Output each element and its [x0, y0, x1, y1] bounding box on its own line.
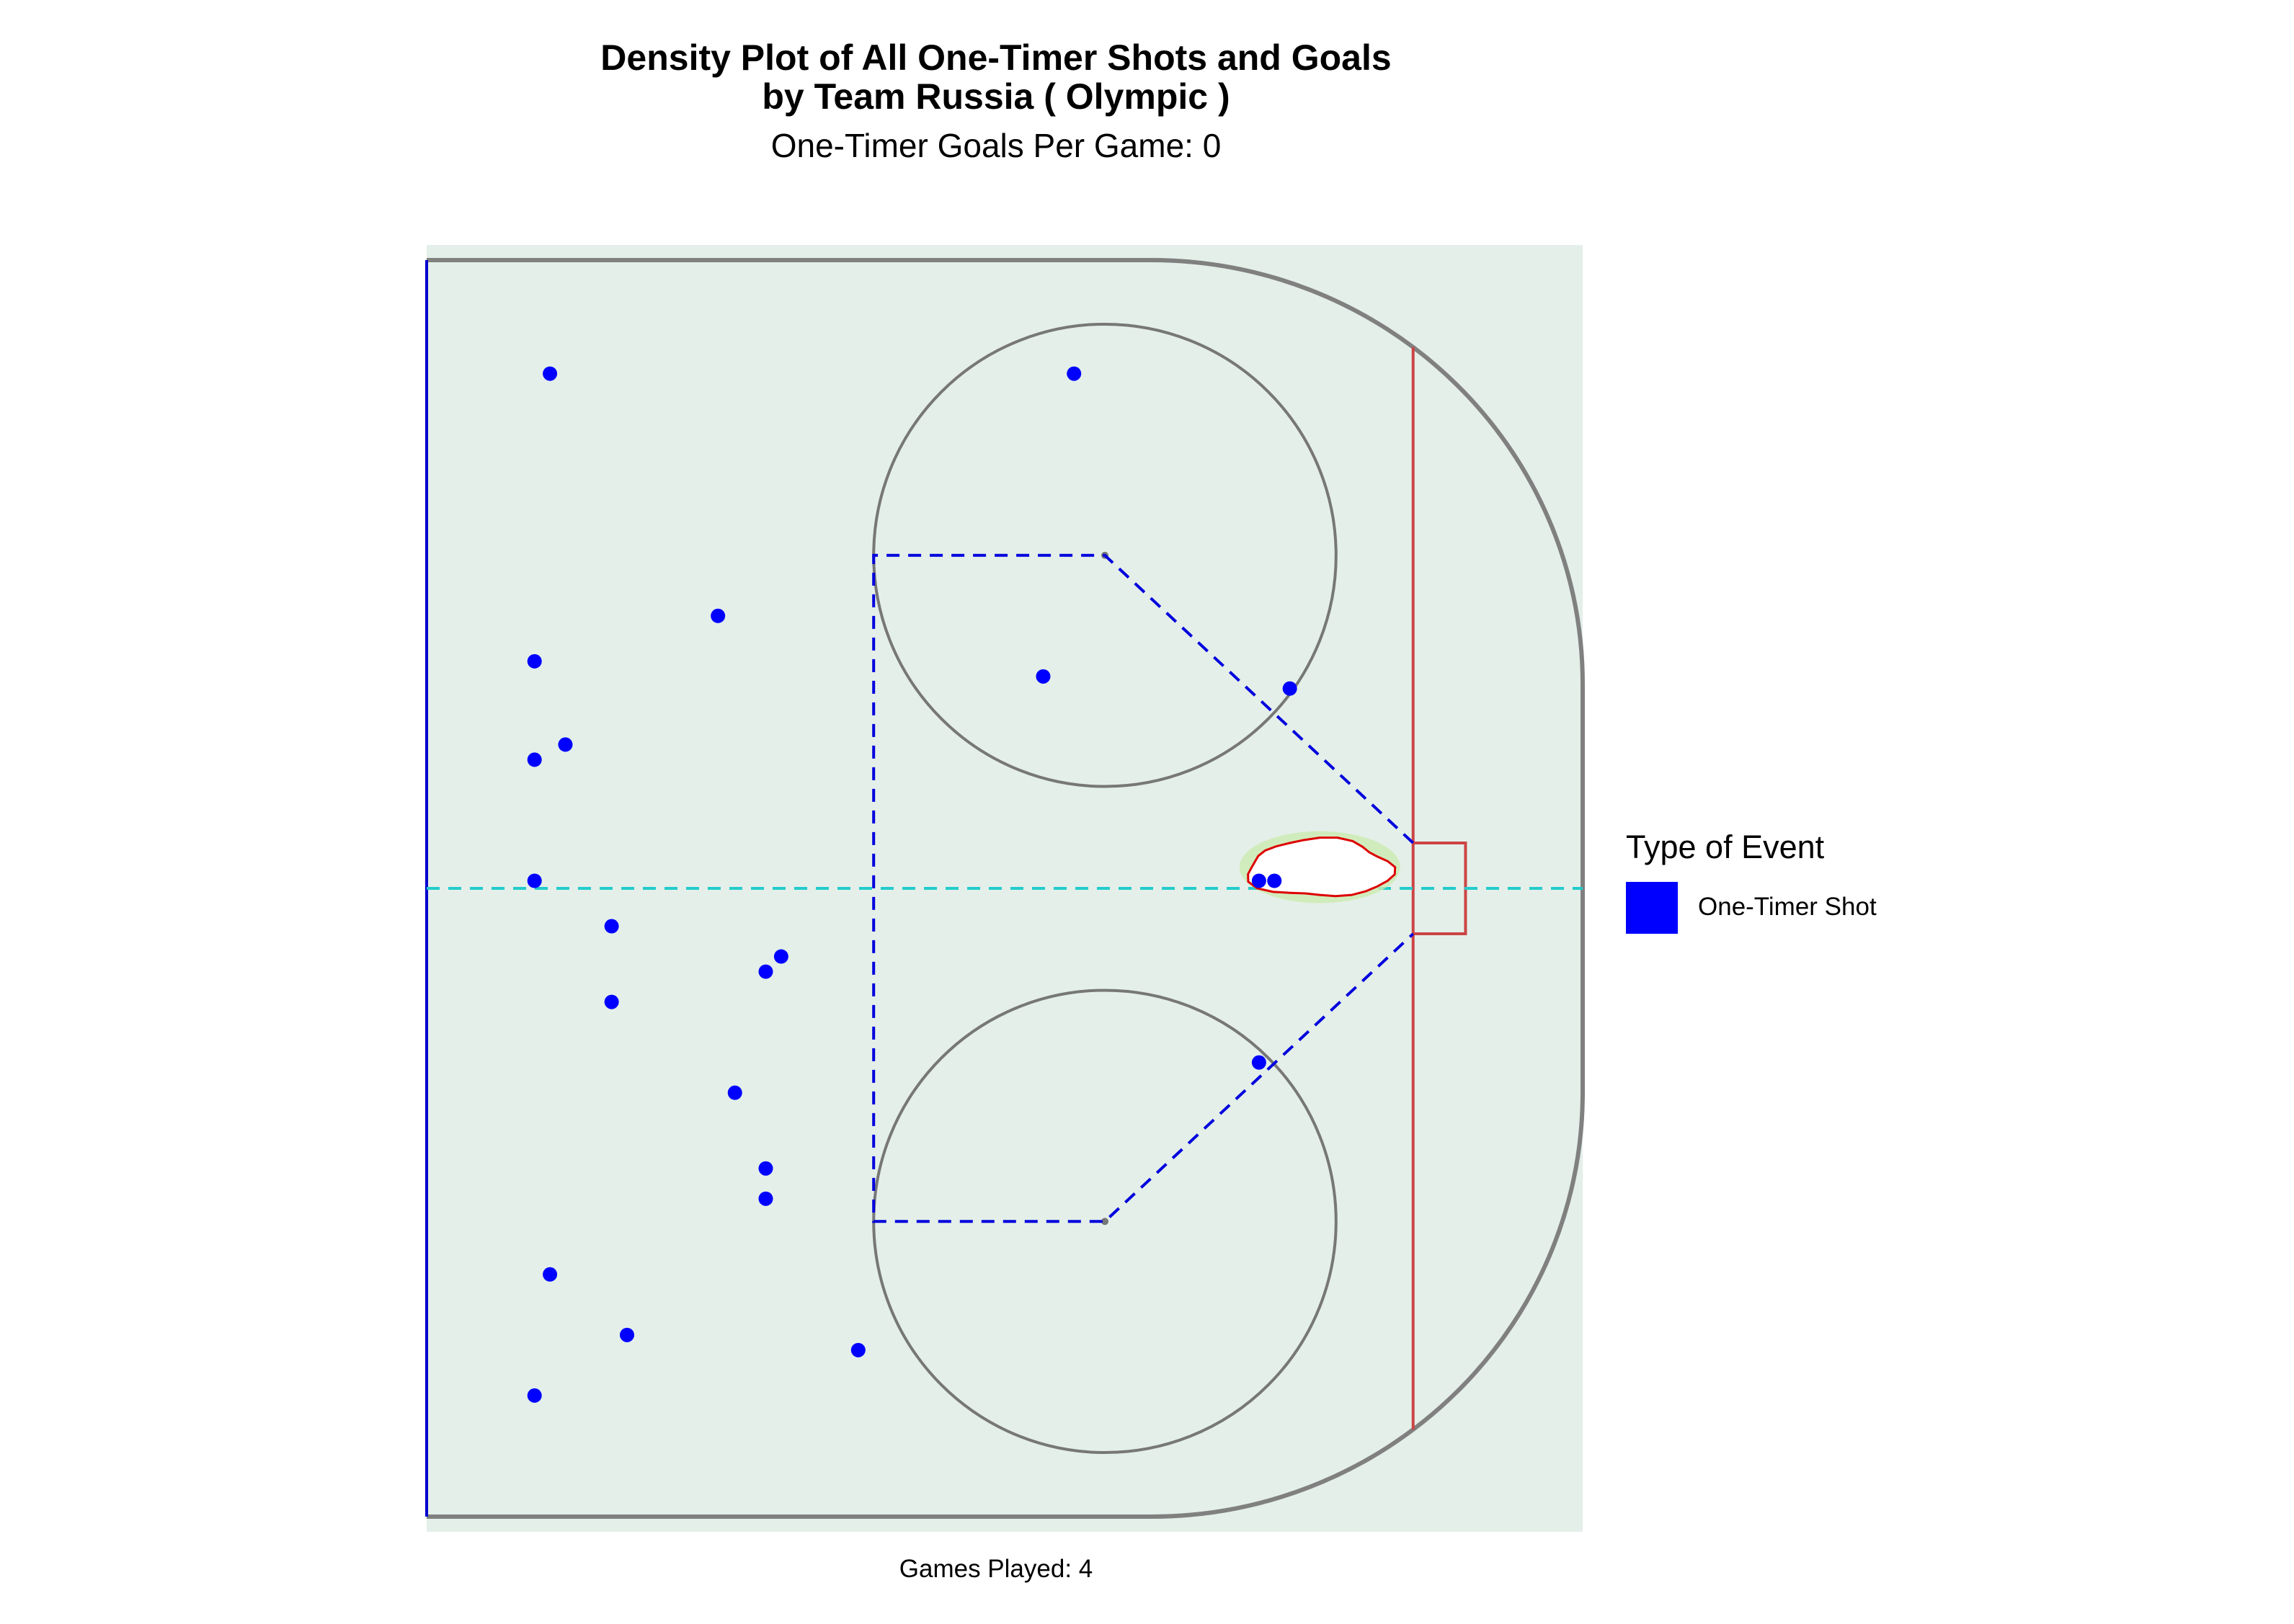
shot-point [711, 608, 726, 623]
shot-point [1251, 1055, 1266, 1070]
shot-point [850, 1342, 866, 1357]
legend-label: One-Timer Shot [1698, 893, 1877, 921]
shot-point [1251, 873, 1266, 888]
chart-title-line-1: Density Plot of All One-Timer Shots and … [600, 37, 1392, 78]
shot-point [527, 873, 542, 888]
shot-point [758, 964, 773, 979]
home-plate-slot [872, 553, 1415, 1223]
shot-point [604, 994, 619, 1009]
shot-points [527, 366, 1297, 1403]
shot-point [1267, 873, 1282, 888]
shot-point [773, 949, 788, 964]
shot-point [527, 1388, 542, 1403]
chart-subtitle: One-Timer Goals Per Game: 0 [770, 127, 1222, 164]
legend-key-one-timer-shot [1626, 882, 1678, 934]
shot-point [543, 1267, 558, 1282]
shot-point [727, 1085, 742, 1100]
density-contour [1247, 836, 1397, 898]
shot-point [758, 1161, 773, 1176]
shot-point [527, 752, 542, 767]
faceoff-dot-bottom [1101, 1218, 1109, 1226]
shot-point [543, 366, 558, 381]
games-played-caption: Games Played: 4 [899, 1555, 1093, 1583]
chart-title-line-2: by Team Russia ( Olympic ) [762, 76, 1230, 117]
legend: Type of Event One-Timer Shot [1626, 829, 2030, 944]
shot-point [604, 919, 619, 934]
shot-point [558, 737, 573, 752]
shot-point [620, 1327, 635, 1342]
shot-point [758, 1191, 773, 1206]
shot-point [1067, 366, 1082, 381]
shot-point [1282, 681, 1297, 696]
density-region [1239, 831, 1400, 904]
legend-title: Type of Event [1626, 829, 1825, 865]
shot-point [527, 653, 542, 669]
shot-point [1036, 669, 1051, 684]
